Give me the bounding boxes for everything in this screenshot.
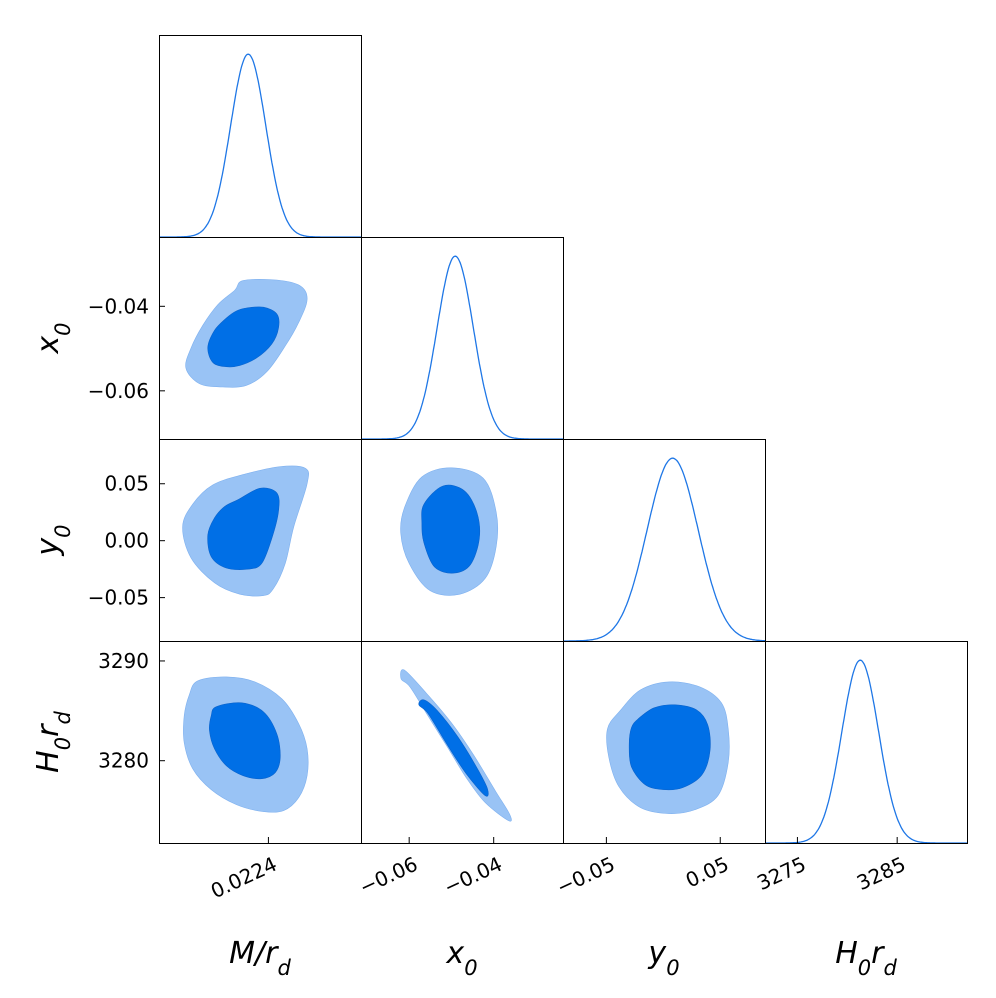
panel-M_rd-y0	[182, 465, 309, 597]
y-tick-label: 3280	[98, 749, 149, 773]
x-tick-label: 3285	[853, 852, 909, 895]
panel-M_rd-M_rd	[159, 53, 361, 237]
x-axis-label-x0: x0	[445, 936, 477, 980]
y-axis-label-y0: y0	[31, 524, 75, 556]
y-tick-label: 0.00	[104, 529, 149, 553]
panel-y0-H0rd	[606, 681, 730, 814]
panel-x0-y0	[400, 467, 499, 596]
contour-68-x0-H0rd	[418, 699, 489, 797]
panel-x0-H0rd	[400, 669, 512, 822]
x-axis-label-y0: y0	[647, 936, 679, 980]
y-tick-label: 0.05	[104, 472, 149, 496]
x-axis-label-M_rd: M/rd	[229, 936, 291, 980]
marginal-curve-y0	[563, 457, 765, 641]
x-tick-label: −0.05	[553, 852, 619, 900]
x-tick-label: 0.05	[682, 852, 733, 893]
contour-68-y0-H0rd	[628, 704, 711, 791]
panel-H0rd-H0rd	[765, 659, 967, 843]
x-tick-label: 3275	[753, 852, 809, 895]
panel-frame	[361, 237, 564, 440]
marginal-curve-M_rd	[159, 53, 361, 237]
panel-frame	[563, 439, 766, 642]
x-tick-label: −0.06	[356, 852, 422, 900]
y-axis-label-x0: x0	[31, 322, 75, 354]
panel-x0-x0	[361, 255, 563, 439]
y-tick-label: −0.06	[88, 379, 149, 403]
marginal-curve-x0	[361, 255, 563, 439]
panel-frame	[765, 641, 968, 844]
panel-M_rd-H0rd	[183, 676, 309, 813]
panel-y0-y0	[563, 457, 765, 641]
y-axis-label-H0rd: H0rd	[31, 711, 75, 773]
contour-68-M_rd-y0	[207, 487, 280, 570]
contour-68-x0-y0	[421, 484, 481, 574]
marginal-curve-H0rd	[765, 659, 967, 843]
x-tick-label: −0.04	[440, 852, 506, 900]
x-axis-label-H0rd: H0rd	[835, 936, 897, 980]
panel-M_rd-x0	[185, 279, 308, 388]
contour-68-M_rd-H0rd	[209, 702, 281, 780]
contour-68-M_rd-x0	[207, 306, 280, 368]
y-tick-label: 3290	[98, 649, 149, 673]
y-tick-label: −0.05	[88, 586, 149, 610]
x-tick-label: 0.0224	[207, 852, 281, 903]
y-tick-label: −0.04	[88, 294, 149, 318]
panel-frame	[159, 35, 362, 238]
